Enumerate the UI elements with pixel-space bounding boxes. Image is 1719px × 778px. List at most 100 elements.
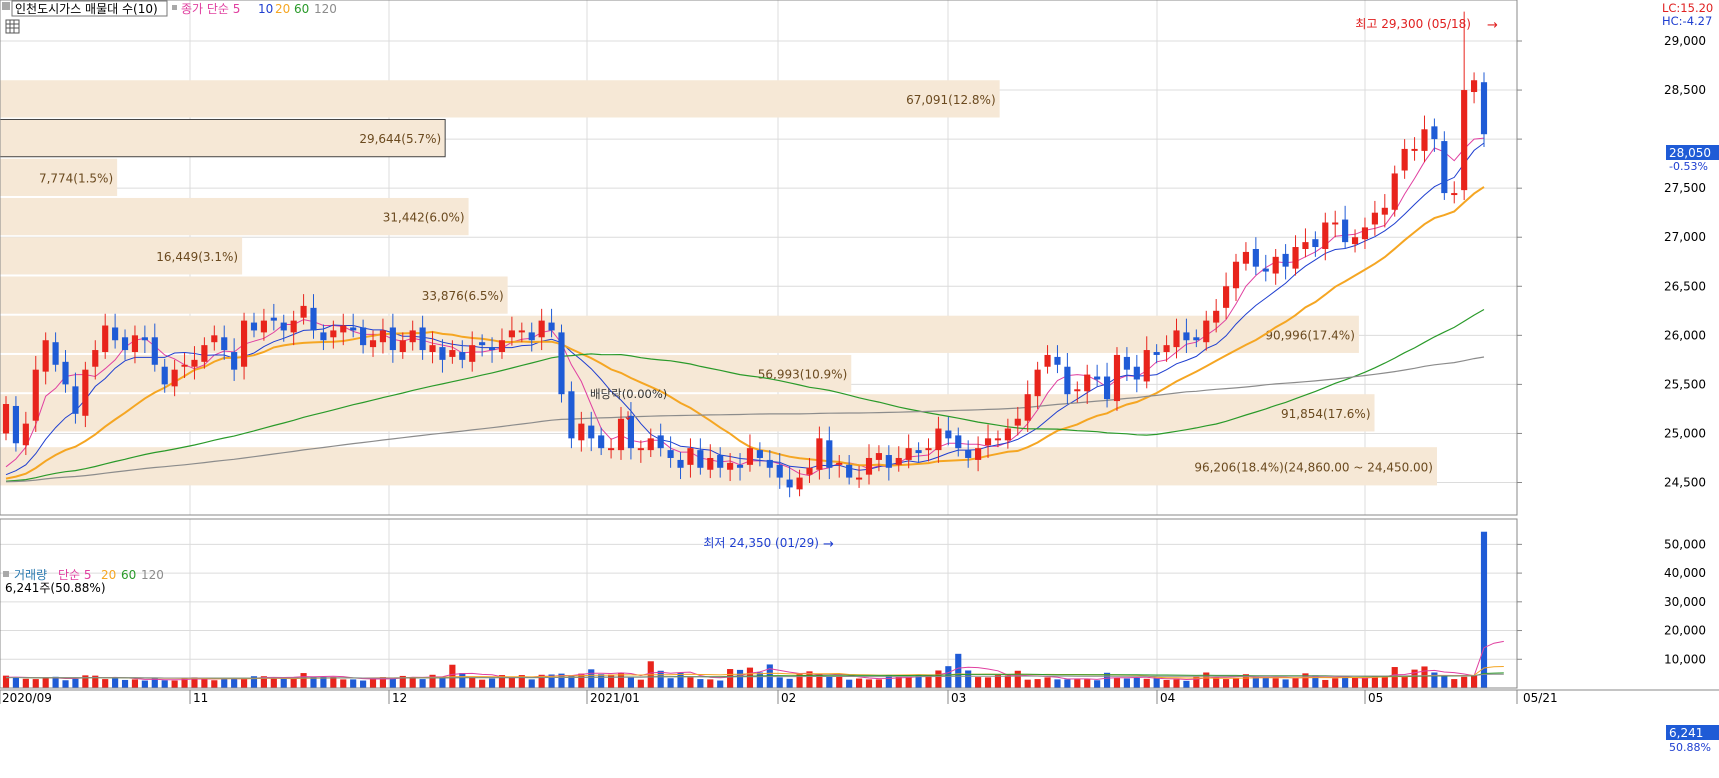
volume-bar	[82, 675, 89, 688]
volume-bar	[389, 677, 396, 688]
candle-body	[994, 438, 1002, 441]
candle-body	[875, 453, 882, 460]
volume-bar	[419, 679, 426, 688]
volume-legend-title: 거래량	[14, 568, 47, 582]
volume-bar	[578, 673, 585, 688]
volume-legend-square-icon	[3, 571, 9, 577]
volume-bar	[131, 679, 139, 688]
ma-legend-title: 종가 단순 5	[181, 2, 240, 16]
volume-bar	[538, 674, 545, 688]
volume-bar	[598, 674, 605, 688]
candle-body	[1411, 148, 1418, 151]
candle-body	[667, 450, 674, 458]
volume-profile-bar	[0, 118, 446, 158]
candle-body	[479, 342, 486, 346]
volume-bar	[201, 679, 208, 688]
candle-body	[627, 415, 635, 449]
candle-body	[608, 448, 615, 451]
volume-bar	[360, 680, 367, 688]
y-tick-label: 29,000	[1664, 34, 1706, 48]
volume-bar	[1123, 678, 1130, 688]
last-change: -0.53%	[1669, 160, 1708, 173]
ma-legend-120: 120	[314, 2, 337, 16]
volume-bar	[409, 677, 416, 688]
volume-bar	[687, 677, 694, 688]
candle-body	[885, 455, 892, 468]
candle-body	[1471, 80, 1478, 93]
volume-profile-label: 33,876(6.5%)	[422, 289, 504, 303]
volume-bar	[92, 675, 99, 688]
candle-body	[518, 330, 525, 333]
volume-bar	[1213, 677, 1220, 688]
volume-y-tick-label: 30,000	[1664, 595, 1706, 609]
volume-bar	[1471, 675, 1478, 688]
candle-body	[250, 322, 258, 331]
volume-bar	[469, 677, 476, 688]
candle-body	[1441, 141, 1448, 194]
ma-legend-10: 10	[258, 2, 273, 16]
ma-legend-20: 20	[275, 2, 290, 16]
volume-bar	[1391, 667, 1398, 688]
candle-body	[131, 335, 139, 353]
volume-bar	[1113, 677, 1121, 688]
candle-body	[260, 320, 267, 333]
volume-bar	[1312, 675, 1319, 688]
y-tick-label: 25,000	[1664, 426, 1706, 440]
volume-bar	[439, 676, 446, 688]
candle-body	[1203, 320, 1210, 343]
volume-bar	[181, 677, 188, 688]
volume-profile-bar	[0, 354, 852, 393]
volume-bar	[796, 674, 803, 688]
candle-body	[121, 337, 129, 351]
candle-body	[1351, 237, 1359, 245]
volume-profile-label: 91,854(17.6%)	[1281, 407, 1370, 421]
x-tick-label: 2020/09	[2, 691, 52, 705]
volume-bar	[320, 676, 327, 688]
y-tick-label: 24,500	[1664, 476, 1706, 490]
ma-60-line	[5, 308, 1485, 482]
volume-bar	[1282, 679, 1289, 688]
candle-body	[637, 448, 644, 451]
candle-body	[1361, 227, 1369, 240]
volume-legend-60: 60	[121, 568, 136, 582]
candle-body	[1054, 356, 1061, 365]
candle-body	[1024, 394, 1031, 421]
volume-profile-bar	[0, 394, 1375, 432]
volume-bar	[330, 677, 337, 688]
low-annotation: 최저 24,350 (01/29)	[703, 536, 819, 550]
volume-bar	[1094, 680, 1101, 688]
volume-bar	[925, 675, 932, 688]
volume-profile-bar	[0, 276, 508, 314]
volume-bar	[1252, 676, 1259, 688]
candle-body	[1004, 428, 1011, 441]
ex-dividend-arrow-icon: ↓	[623, 409, 633, 423]
volume-bar	[2, 675, 10, 688]
candle-body	[161, 366, 168, 385]
volume-bar	[528, 679, 535, 688]
settings-square-icon[interactable]	[2, 2, 10, 10]
candle-body	[736, 464, 744, 468]
candle-body	[548, 322, 555, 331]
x-tick-label: 05/21	[1523, 691, 1558, 705]
volume-panel-frame	[0, 518, 1518, 689]
volume-bar	[1103, 672, 1111, 688]
volume-bar	[221, 678, 228, 688]
candle-body	[22, 423, 29, 446]
candle-body	[578, 423, 585, 441]
candle-body	[935, 428, 942, 451]
candle-body	[498, 340, 506, 353]
volume-bar	[161, 680, 168, 688]
series-name-box[interactable]	[11, 0, 168, 17]
volume-bar	[1272, 678, 1279, 688]
candle-body	[1332, 222, 1339, 225]
last-price: 28,050	[1669, 146, 1711, 160]
ma-legend-square-icon	[172, 5, 177, 10]
volume-profile-label: 31,442(6.0%)	[383, 211, 465, 225]
candle-body	[369, 340, 377, 348]
candle-body	[836, 462, 843, 465]
volume-bar	[637, 679, 644, 688]
volume-bar	[1242, 674, 1250, 688]
table-icon[interactable]	[5, 19, 20, 34]
candle-body	[1034, 369, 1041, 397]
candle-body	[1163, 345, 1170, 353]
